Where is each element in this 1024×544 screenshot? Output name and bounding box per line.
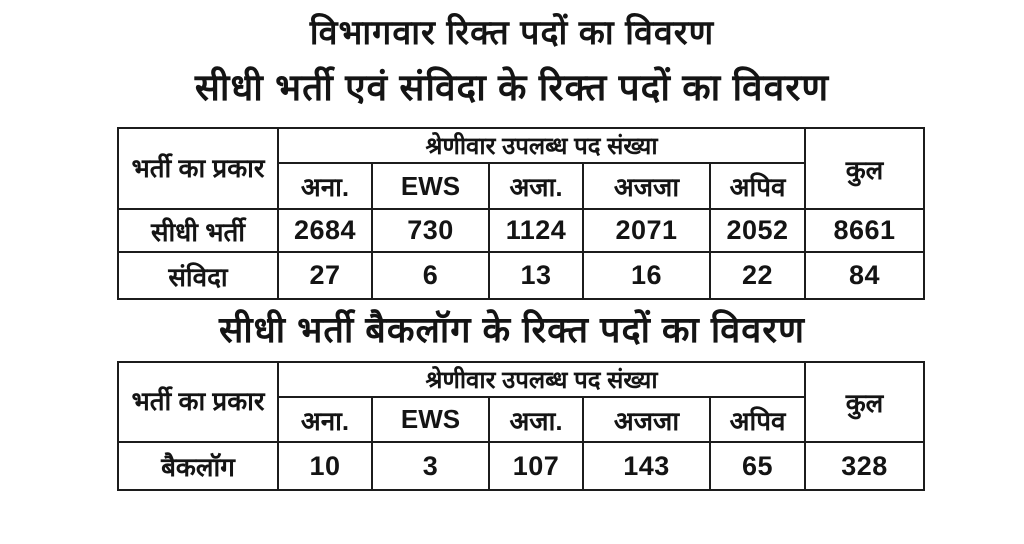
header-cell-total: कुल <box>804 361 926 443</box>
header-cell-category-span: श्रेणीवार उपलब्ध पद संख्या <box>276 361 807 398</box>
table-row-direct-recruitment: सीधी भर्ती 2684 730 1124 2071 2052 8661 <box>117 208 926 253</box>
cell-backlog-apiv: 65 <box>708 441 807 491</box>
row-label-backlog: बैकलॉग <box>117 441 279 491</box>
table-subheader-row: अना. EWS अजा. अजजा अपिव <box>118 396 924 443</box>
header-cell-ews: EWS <box>371 396 490 443</box>
direct-recruitment-vacancy-table: भर्ती का प्रकार श्रेणीवार उपलब्ध पद संख्… <box>117 127 926 300</box>
cell-backlog-ews: 3 <box>371 441 490 491</box>
cell-samvida-aja: 13 <box>488 251 584 300</box>
row-label-direct-recruitment: सीधी भर्ती <box>117 208 279 253</box>
cell-samvida-ajja: 16 <box>582 251 711 300</box>
cell-samvida-total: 84 <box>804 251 926 300</box>
cell-samvida-apiv: 22 <box>708 251 807 300</box>
header-cell-total: कुल <box>804 127 926 210</box>
cell-direct-ews: 730 <box>371 208 490 253</box>
backlog-vacancy-table: भर्ती का प्रकार श्रेणीवार उपलब्ध पद संख्… <box>117 361 926 491</box>
cell-direct-ana: 2684 <box>277 208 373 253</box>
backlog-table-title: सीधी भर्ती बैकलॉग के रिक्त पदों का विवरण <box>219 309 805 350</box>
cell-direct-aja: 1124 <box>488 208 584 253</box>
row-label-samvida: संविदा <box>117 251 279 300</box>
cell-backlog-total: 328 <box>804 441 926 491</box>
header-cell-aja: अजा. <box>488 396 584 443</box>
table-header-row: भर्ती का प्रकार श्रेणीवार उपलब्ध पद संख्… <box>117 127 926 210</box>
header-cell-ajja: अजजा <box>582 162 711 210</box>
header-cell-ajja: अजजा <box>582 396 711 443</box>
header-cell-apiv: अपिव <box>708 396 807 443</box>
cell-direct-apiv: 2052 <box>708 208 807 253</box>
cell-samvida-ews: 6 <box>371 251 490 300</box>
direct-recruitment-table-title: सीधी भर्ती एवं संविदा के रिक्त पदों का व… <box>194 67 830 108</box>
table-row-samvida: संविदा 27 6 13 16 22 84 <box>117 251 926 300</box>
cell-samvida-ana: 27 <box>277 251 373 300</box>
header-cell-ana: अना. <box>277 396 373 443</box>
cell-backlog-ana: 10 <box>277 441 373 491</box>
table-header-row: भर्ती का प्रकार श्रेणीवार उपलब्ध पद संख्… <box>117 361 926 443</box>
header-cell-apiv: अपिव <box>708 162 807 210</box>
header-cell-recruitment-type: भर्ती का प्रकार <box>117 127 279 210</box>
header-cell-aja: अजा. <box>488 162 584 210</box>
table-subheader-row: अना. EWS अजा. अजजा अपिव <box>118 162 924 210</box>
cell-direct-total: 8661 <box>804 208 926 253</box>
cell-direct-ajja: 2071 <box>582 208 711 253</box>
cell-backlog-ajja: 143 <box>582 441 711 491</box>
main-title: विभागवार रिक्त पदों का विवरण <box>309 14 715 52</box>
header-cell-category-span: श्रेणीवार उपलब्ध पद संख्या <box>276 127 807 164</box>
table-row-backlog: बैकलॉग 10 3 107 143 65 328 <box>117 441 926 491</box>
header-cell-recruitment-type: भर्ती का प्रकार <box>117 361 279 443</box>
cell-backlog-aja: 107 <box>488 441 584 491</box>
header-cell-ews: EWS <box>371 162 490 210</box>
header-cell-ana: अना. <box>277 162 373 210</box>
